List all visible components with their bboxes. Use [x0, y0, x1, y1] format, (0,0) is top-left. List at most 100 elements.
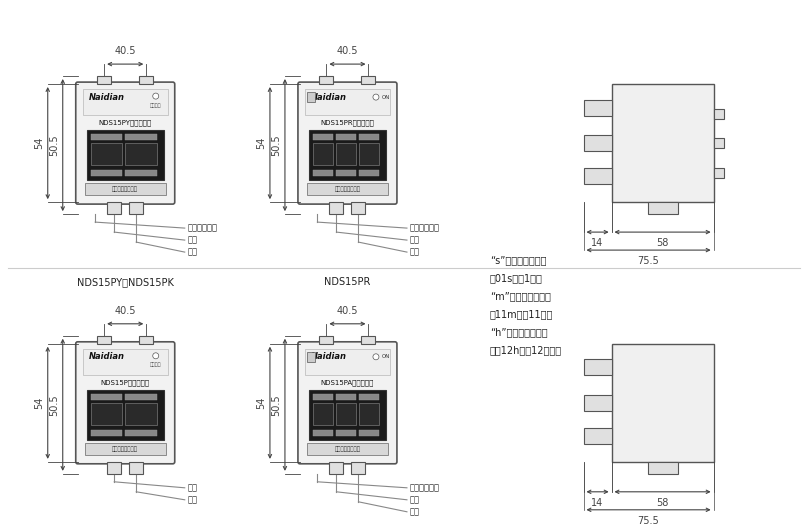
- Text: 50.5: 50.5: [271, 134, 281, 156]
- Text: 耐电集团有限公司: 耐电集团有限公司: [335, 187, 360, 192]
- Text: 时基选择拨码: 时基选择拨码: [187, 224, 217, 233]
- Circle shape: [153, 353, 158, 359]
- Bar: [82, 349, 168, 375]
- Text: NDS15P时间继电器: NDS15P时间继电器: [101, 379, 149, 386]
- Bar: [319, 336, 334, 344]
- Bar: [330, 462, 343, 474]
- Bar: [359, 134, 379, 140]
- Text: 50.5: 50.5: [271, 394, 281, 416]
- FancyBboxPatch shape: [76, 342, 175, 464]
- Bar: [97, 76, 112, 84]
- Text: 置为12h即为12小时。: 置为12h即为12小时。: [490, 345, 562, 355]
- Bar: [359, 403, 379, 425]
- Circle shape: [373, 354, 379, 360]
- FancyBboxPatch shape: [298, 342, 397, 464]
- Bar: [583, 168, 612, 184]
- Bar: [359, 143, 379, 165]
- Bar: [125, 170, 157, 176]
- Text: 54: 54: [256, 137, 266, 149]
- Bar: [336, 394, 356, 400]
- Text: 40.5: 40.5: [115, 46, 136, 56]
- Text: ON: ON: [382, 354, 390, 359]
- Text: 时基选择拨码: 时基选择拨码: [410, 483, 440, 492]
- Text: NDS15PY时间继电器: NDS15PY时间继电器: [99, 120, 152, 126]
- Text: 为11m即为11分。: 为11m即为11分。: [490, 309, 553, 319]
- Bar: [97, 336, 112, 344]
- Bar: [336, 170, 356, 176]
- Bar: [336, 134, 356, 140]
- Text: 耐电集团有限公司: 耐电集团有限公司: [112, 446, 138, 452]
- Bar: [713, 109, 723, 119]
- Bar: [713, 167, 723, 178]
- Bar: [313, 394, 333, 400]
- Bar: [82, 89, 168, 115]
- Bar: [309, 390, 386, 440]
- Text: 50.5: 50.5: [48, 134, 59, 156]
- Bar: [139, 76, 154, 84]
- Bar: [351, 462, 365, 474]
- Bar: [583, 100, 612, 116]
- Bar: [90, 430, 122, 436]
- Bar: [336, 143, 356, 165]
- Bar: [647, 202, 678, 214]
- Bar: [309, 130, 386, 180]
- Bar: [359, 394, 379, 400]
- Bar: [583, 428, 612, 444]
- Bar: [90, 143, 122, 165]
- Text: 54: 54: [34, 137, 44, 149]
- Bar: [307, 183, 388, 195]
- FancyBboxPatch shape: [298, 82, 397, 204]
- Text: “m”表示分，当设置: “m”表示分，当设置: [490, 291, 551, 301]
- Text: 耐电集团有限公司: 耐电集团有限公司: [335, 446, 360, 452]
- Text: NDS15PR: NDS15PR: [324, 277, 371, 287]
- Text: 54: 54: [256, 396, 266, 409]
- Bar: [305, 349, 390, 375]
- Bar: [86, 130, 164, 180]
- Text: Naidian: Naidian: [311, 352, 347, 361]
- Bar: [612, 84, 713, 202]
- Bar: [85, 443, 166, 455]
- Bar: [313, 170, 333, 176]
- Bar: [313, 403, 333, 425]
- Text: Naidian: Naidian: [89, 93, 124, 102]
- Bar: [107, 462, 121, 474]
- Bar: [583, 395, 612, 411]
- Bar: [336, 403, 356, 425]
- Text: 75.5: 75.5: [638, 516, 659, 526]
- Bar: [313, 134, 333, 140]
- Bar: [305, 89, 390, 115]
- Bar: [90, 134, 122, 140]
- Bar: [313, 143, 333, 165]
- Text: 耐电集团有限公司: 耐电集团有限公司: [112, 187, 138, 192]
- Text: 40.5: 40.5: [337, 306, 358, 316]
- Circle shape: [373, 94, 379, 100]
- Text: 40.5: 40.5: [337, 46, 358, 56]
- Text: 个位: 个位: [410, 496, 420, 505]
- Text: 十位: 十位: [410, 507, 420, 516]
- Text: 为01s即为1秒。: 为01s即为1秒。: [490, 273, 543, 283]
- Bar: [90, 170, 122, 176]
- Text: Naidian: Naidian: [89, 352, 124, 361]
- Text: 工作指示: 工作指示: [150, 363, 162, 367]
- Bar: [139, 336, 154, 344]
- Text: “h”表示小时，当设: “h”表示小时，当设: [490, 327, 548, 337]
- Bar: [647, 462, 678, 474]
- Bar: [307, 92, 315, 102]
- Bar: [90, 403, 122, 425]
- Text: 十位: 十位: [187, 496, 198, 505]
- Text: ON: ON: [382, 94, 390, 100]
- Bar: [85, 183, 166, 195]
- Text: 75.5: 75.5: [638, 256, 659, 266]
- Bar: [125, 403, 157, 425]
- Bar: [713, 138, 723, 148]
- Text: 58: 58: [656, 498, 669, 508]
- Bar: [359, 430, 379, 436]
- Text: 54: 54: [34, 396, 44, 409]
- Bar: [90, 394, 122, 400]
- Bar: [107, 202, 121, 214]
- Bar: [361, 336, 376, 344]
- Text: 个位: 个位: [410, 236, 420, 245]
- Bar: [336, 430, 356, 436]
- Text: 14: 14: [591, 498, 604, 508]
- Bar: [359, 170, 379, 176]
